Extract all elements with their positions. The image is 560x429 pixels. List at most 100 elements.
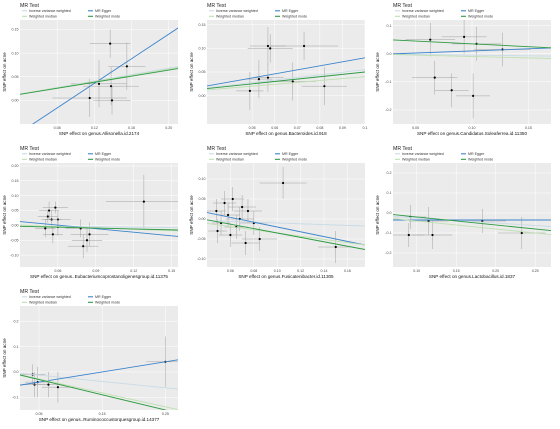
- x-axis-label: SNP effect on genus.Bacteroides.id.918: [245, 131, 327, 136]
- data-point: [246, 209, 250, 213]
- x-tick-label: 0.12: [130, 269, 137, 273]
- data-point: [54, 206, 57, 209]
- y-tick-label: 0.0: [387, 211, 392, 215]
- y-tick-label: 0.15: [12, 179, 19, 183]
- y-axis-label: SNP effect on acne: [375, 52, 380, 92]
- data-point-group: [228, 195, 257, 219]
- data-point-group: [231, 231, 260, 255]
- regression-lines: [393, 214, 551, 236]
- legend-label: Weighted mode: [282, 15, 307, 19]
- data-point-group: [441, 20, 487, 54]
- x-tick-label: 0.09: [339, 126, 346, 130]
- y-tick-label: 0.15: [12, 28, 19, 32]
- data-point: [223, 201, 226, 205]
- data-point-group: [412, 221, 453, 249]
- x-tick-label: 0.09: [92, 269, 99, 273]
- data-point: [520, 231, 523, 235]
- y-tick-label: -0.1: [385, 80, 391, 84]
- mr-scatter-panel: MR Test Inverse variance weighted MR Egger…: [0, 143, 182, 281]
- data-point: [407, 233, 410, 237]
- data-point: [47, 209, 51, 212]
- data-point-group: [456, 73, 491, 119]
- y-tick-label: 0.2: [14, 319, 19, 323]
- legend-label: Inverse variance weighted: [216, 9, 258, 13]
- x-tick-label: 0.15: [99, 412, 106, 416]
- y-tick-label: 0.10: [12, 51, 19, 55]
- y-axis-label: SNP effect on acne: [189, 52, 194, 92]
- y-tick-label: 0.15: [199, 23, 206, 27]
- regression-line: [20, 221, 178, 237]
- mr-scatter-panel: MR Test Inverse variance weighted MR Egger…: [373, 143, 555, 281]
- data-point: [44, 227, 47, 230]
- legend-label: MR Egger: [282, 152, 299, 156]
- y-tick-label: 0.05: [12, 209, 19, 213]
- data-point-group: [434, 73, 469, 108]
- y-tick-label: 0.00: [199, 217, 206, 221]
- x-tick-label: 0.16: [128, 126, 135, 130]
- legend-label: Inverse variance weighted: [29, 152, 71, 156]
- data-point-group: [38, 201, 60, 220]
- mr-scatter-panel: MR Test Inverse variance weighted MR Egger…: [0, 286, 182, 424]
- regression-line: [393, 54, 551, 59]
- x-tick-label: 0.15: [453, 269, 460, 273]
- x-tick-label: 0.16: [344, 269, 351, 273]
- data-point: [97, 82, 101, 85]
- x-tick-label: 0.08: [250, 269, 257, 273]
- legend-label: Weighted mode: [95, 158, 120, 162]
- regression-line: [393, 53, 551, 57]
- data-point-group: [83, 67, 139, 106]
- x-tick-label: 0.06: [227, 269, 234, 273]
- data-point: [109, 85, 113, 88]
- data-point: [248, 89, 251, 93]
- data-point: [82, 245, 85, 248]
- x-axis-label: SNP effect on genus.Candidatus.Soleaferr…: [417, 131, 528, 136]
- regression-line: [207, 71, 365, 89]
- y-tick-label: 0.20: [12, 164, 19, 168]
- mr-scatter-panel: MR Test Inverse variance weighted MR Egger…: [0, 0, 182, 138]
- x-axis-label: SNP effect on genus.Allisonella.id.2174: [59, 131, 140, 136]
- x-tick-label: 0.06: [271, 126, 278, 130]
- regression-line: [207, 212, 365, 246]
- y-tick-label: 0.1: [387, 191, 392, 195]
- legend-label: Weighted mode: [95, 301, 120, 305]
- x-tick-label: 0.10: [469, 126, 476, 130]
- data-point: [226, 213, 230, 217]
- x-axis-label: SNP effect on genus..Ruminococcustorques…: [39, 417, 160, 422]
- y-tick-label: 0.05: [199, 70, 206, 74]
- data-point: [431, 233, 434, 237]
- y-tick-label: 0.0: [387, 52, 392, 56]
- data-point-group: [93, 86, 131, 115]
- y-tick-label: -0.2: [385, 251, 391, 255]
- regression-lines: [207, 57, 365, 91]
- data-point-group: [68, 234, 99, 259]
- regression-line: [20, 68, 178, 95]
- regression-lines: [393, 39, 551, 59]
- regression-lines: [20, 359, 178, 410]
- y-tick-label: 0.00: [12, 99, 19, 103]
- x-tick-label: 0.12: [297, 269, 304, 273]
- x-tick-label: 0.25: [532, 269, 539, 273]
- data-point: [109, 42, 112, 45]
- legend-title: MR Test: [20, 289, 39, 295]
- legend-label: MR Egger: [95, 152, 112, 156]
- y-tick-label: 0.2: [387, 171, 392, 175]
- legend-label: Weighted mode: [468, 158, 493, 162]
- y-tick-label: 0.1: [14, 345, 19, 349]
- legend-label: Weighted median: [402, 15, 430, 19]
- plot-background: [393, 163, 551, 267]
- regression-line: [393, 216, 551, 227]
- data-point: [51, 233, 54, 236]
- plot-background: [20, 306, 178, 410]
- y-tick-label: -0.10: [10, 253, 18, 257]
- x-axis-label: SNP effect on genus..Eubacteriumcoprosta…: [30, 274, 168, 279]
- y-tick-label: -0.2: [385, 108, 391, 112]
- y-tick-label: 0.10: [12, 194, 19, 198]
- regression-line: [393, 214, 551, 232]
- data-point: [244, 241, 247, 245]
